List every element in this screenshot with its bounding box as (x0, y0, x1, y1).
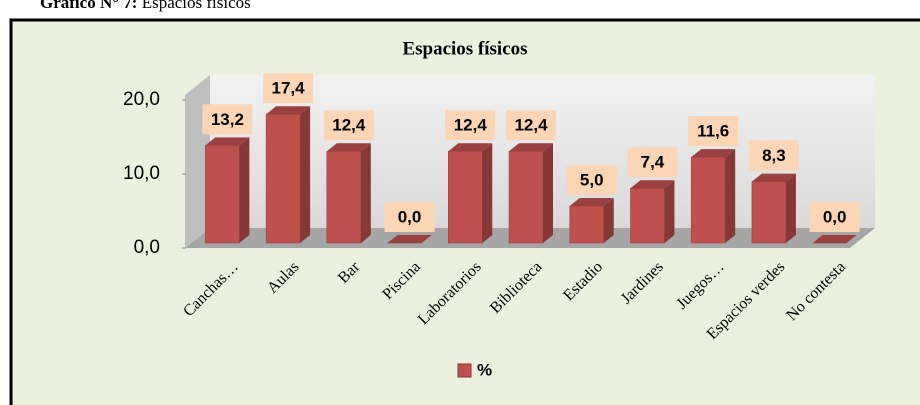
value-label-box (688, 116, 739, 147)
bar (205, 145, 240, 244)
value-label: 8,3 (762, 146, 786, 165)
bar (630, 187, 665, 244)
y-tick-label: 10,0 (123, 163, 160, 184)
bar-top (751, 173, 796, 182)
value-label: 12,4 (454, 116, 488, 135)
caption: Gráfico N° 7: Espacios físicos (40, 0, 251, 12)
value-label: 12,4 (332, 116, 366, 135)
caption-text: Espacios físicos (142, 0, 251, 12)
value-label-box (202, 104, 253, 135)
value-label: 13,2 (211, 110, 244, 129)
bar-side (725, 149, 736, 243)
bar-side (543, 143, 553, 243)
bar-top (205, 137, 250, 146)
bar-side (603, 198, 614, 243)
value-label-box (384, 202, 435, 232)
bar-side (664, 180, 675, 243)
value-label: 0,0 (398, 207, 422, 226)
bar-side (482, 143, 493, 243)
value-label: 11,6 (697, 122, 729, 141)
value-label-box (809, 202, 860, 232)
bar-top (691, 149, 736, 158)
bar (569, 205, 604, 244)
caption-label: Gráfico N° 7: (40, 0, 137, 12)
value-label: 17,4 (272, 79, 306, 98)
value-label: 0,0 (823, 207, 847, 226)
bar-top (387, 235, 432, 243)
bar-side (785, 173, 796, 243)
bar-top (569, 198, 614, 206)
bar (265, 113, 301, 244)
legend-swatch (457, 363, 472, 378)
value-label: 12,4 (514, 116, 548, 135)
value-label-box (506, 110, 556, 141)
bar (508, 150, 544, 244)
bar (751, 181, 787, 244)
bar-side (300, 106, 311, 244)
value-label: 7,4 (641, 153, 665, 172)
bar (690, 156, 726, 244)
bar-top (266, 106, 311, 115)
bar (326, 150, 362, 244)
chart-title: Espacios físicos (402, 38, 527, 59)
value-label-box (748, 140, 799, 171)
value-label-box (323, 110, 374, 141)
bar-side (360, 143, 371, 243)
y-tick-label: 0,0 (134, 237, 160, 258)
legend-label: % (477, 360, 492, 379)
bar-top (509, 143, 553, 152)
bar-side (239, 137, 250, 243)
value-label: 5,0 (580, 170, 604, 189)
bar-top (630, 180, 675, 189)
value-label-box (445, 110, 496, 141)
value-label-box (627, 147, 678, 178)
y-tick-label: 20,0 (123, 89, 160, 110)
value-label-box (263, 73, 314, 104)
bar-top (326, 143, 371, 152)
value-label-box (566, 165, 617, 195)
bar (448, 150, 483, 244)
bar-top (812, 235, 857, 243)
bar-top (448, 143, 493, 152)
